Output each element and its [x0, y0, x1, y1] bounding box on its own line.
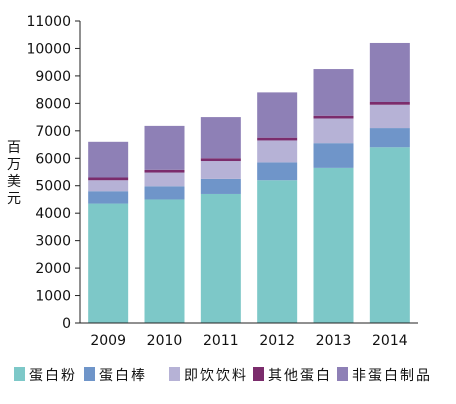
bar-segment-1-2 — [88, 191, 129, 204]
legend-swatch-4 — [253, 367, 264, 381]
bar-segment-2-4 — [144, 169, 185, 173]
bar-segment-3-3 — [200, 161, 241, 179]
x-tick-label: 2009 — [90, 333, 126, 349]
y-axis-label: 百万美元 — [7, 140, 21, 207]
bar-segment-4-1 — [257, 180, 298, 323]
bar-segment-4-5 — [257, 92, 298, 138]
bar-segment-1-5 — [88, 141, 129, 178]
y-tick-label: 2000 — [35, 261, 71, 277]
bar-segment-6-3 — [369, 104, 410, 129]
legend-swatch-5 — [337, 367, 348, 381]
bar-segment-4-4 — [257, 137, 298, 141]
legend-label: 非蛋白制品 — [352, 368, 432, 384]
bar-segment-6-4 — [369, 101, 410, 105]
legend-label: 蛋白棒 — [99, 368, 147, 384]
bar-segment-6-5 — [369, 42, 410, 102]
y-tick-label: 7000 — [35, 124, 71, 140]
x-axis: 2009 2010 2011 2012 2013 2014 — [80, 322, 418, 349]
x-tick-label: 2011 — [203, 333, 239, 349]
y-tick-label: 4000 — [35, 206, 71, 222]
legend-swatch-2 — [84, 367, 95, 381]
bar-segment-5-4 — [313, 115, 354, 119]
bar-segment-5-5 — [313, 69, 354, 116]
bar-segment-4-3 — [257, 140, 298, 163]
bar-segment-1-3 — [88, 180, 129, 192]
bar-segment-1-1 — [88, 203, 129, 323]
bar-segment-3-5 — [200, 117, 241, 159]
legend: 蛋白粉 蛋白棒 即饮饮料 其他蛋白 非蛋白制品 — [14, 367, 432, 384]
legend-label: 蛋白粉 — [29, 368, 77, 384]
bar-segment-3-4 — [200, 158, 241, 162]
bar-segment-3-1 — [200, 193, 241, 323]
y-tick-label: 8000 — [35, 96, 71, 112]
bar-segment-5-1 — [313, 167, 354, 323]
x-tick-label: 2013 — [316, 333, 352, 349]
y-tick-label: 3000 — [35, 234, 71, 250]
legend-label: 即饮饮料 — [184, 368, 248, 384]
y-axis: 0 1000 2000 3000 4000 5000 6000 7000 8000 9000 100… — [26, 14, 81, 332]
y-tick-label: 1000 — [35, 289, 71, 305]
bar-segment-3-2 — [200, 178, 241, 194]
bar-segment-6-1 — [369, 147, 410, 323]
bar-segment-1-4 — [88, 177, 129, 181]
bar-segment-4-2 — [257, 162, 298, 181]
y-tick-label: 0 — [62, 316, 71, 332]
y-tick-label: 6000 — [35, 151, 71, 167]
bar-segment-2-2 — [144, 186, 185, 200]
y-axis-title: 百万美元 — [7, 140, 21, 207]
bar-segment-2-3 — [144, 172, 185, 187]
bar-segment-2-5 — [144, 125, 185, 170]
y-tick-label: 5000 — [35, 179, 71, 195]
y-tick-label: 10000 — [26, 41, 71, 57]
x-tick-label: 2014 — [372, 333, 408, 349]
bar-segment-6-2 — [369, 128, 410, 148]
y-tick-label: 9000 — [35, 69, 71, 85]
x-tick-label: 2010 — [147, 333, 183, 349]
x-tick-label: 2012 — [259, 333, 295, 349]
legend-swatch-1 — [14, 367, 25, 381]
legend-label: 其他蛋白 — [268, 368, 332, 384]
legend-swatch-3 — [169, 367, 180, 381]
y-tick-label: 11000 — [26, 14, 71, 30]
bars — [88, 42, 410, 323]
bar-segment-2-1 — [144, 199, 185, 323]
bar-segment-5-2 — [313, 143, 354, 168]
bar-segment-5-3 — [313, 118, 354, 144]
